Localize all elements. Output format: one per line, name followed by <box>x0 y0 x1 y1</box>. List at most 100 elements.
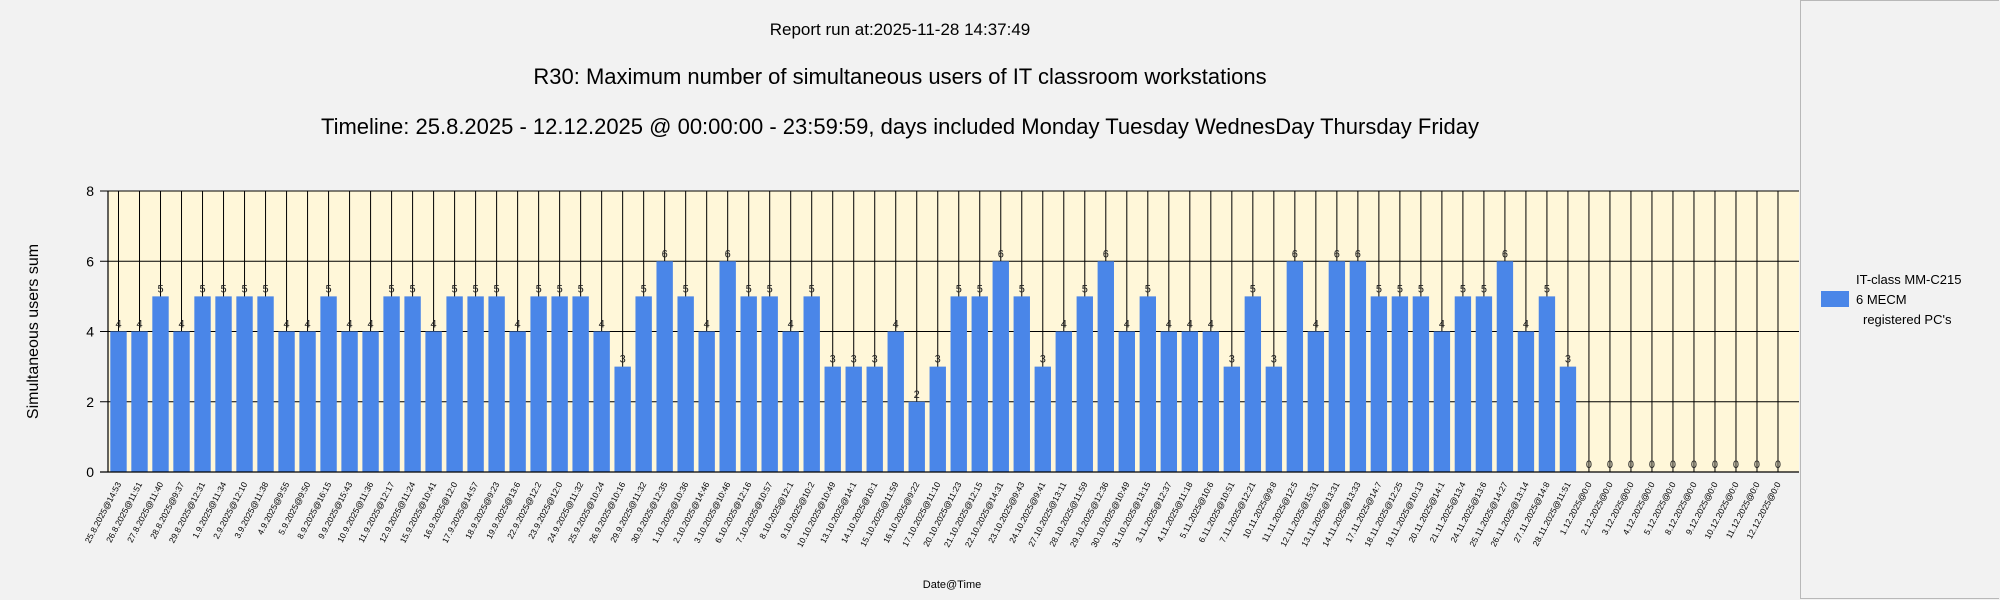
bar-value-label: 6 <box>1103 248 1109 260</box>
bar-value-label: 0 <box>1733 459 1739 471</box>
legend-label-line2: 6 MECM <box>1856 292 1907 307</box>
bar <box>257 296 274 472</box>
bar <box>572 296 589 472</box>
bar-value-label: 2 <box>914 389 920 401</box>
bar-value-label: 4 <box>893 319 899 331</box>
bar-value-label: 5 <box>809 283 815 295</box>
bar-value-label: 0 <box>1712 459 1718 471</box>
bar <box>824 366 841 472</box>
bar-value-label: 0 <box>1628 459 1634 471</box>
bar-value-label: 3 <box>872 354 878 366</box>
bar-value-label: 3 <box>851 354 857 366</box>
bar <box>1307 331 1325 472</box>
bar <box>1181 331 1199 472</box>
bar-value-label: 5 <box>1019 283 1025 295</box>
bar <box>719 261 736 472</box>
bar-value-label: 4 <box>1313 319 1319 331</box>
bar <box>467 296 484 472</box>
bar <box>1433 331 1451 472</box>
x-axis-title: Date@Time <box>923 579 981 591</box>
bar-value-label: 5 <box>557 283 563 295</box>
bar <box>740 296 757 472</box>
bar <box>1349 261 1367 472</box>
bar-value-label: 5 <box>1082 283 1088 295</box>
bar-value-label: 5 <box>157 283 163 295</box>
bar-value-label: 5 <box>199 283 205 295</box>
bar <box>1265 366 1283 472</box>
bar <box>1412 296 1430 472</box>
bar-value-label: 4 <box>1166 319 1172 331</box>
bar <box>656 261 673 472</box>
bar <box>1517 331 1535 472</box>
bar <box>362 331 379 472</box>
bar-value-label: 5 <box>1481 283 1487 295</box>
bar <box>425 331 442 472</box>
bar-value-label: 6 <box>1502 248 1508 260</box>
bar <box>635 296 652 472</box>
bar-value-label: 5 <box>956 283 962 295</box>
bar <box>509 331 526 472</box>
bar <box>194 296 211 472</box>
bar <box>341 331 358 472</box>
bar <box>1013 296 1030 472</box>
bar <box>320 296 337 472</box>
bar <box>1244 296 1262 472</box>
bar <box>698 331 715 472</box>
bar-value-label: 5 <box>1376 283 1382 295</box>
bar-value-label: 4 <box>788 319 794 331</box>
bar <box>1097 261 1114 472</box>
bar-value-label: 0 <box>1691 459 1697 471</box>
bar-value-label: 3 <box>1040 354 1046 366</box>
bar <box>1538 296 1556 472</box>
bar-value-label: 6 <box>1355 248 1361 260</box>
bar <box>1223 366 1241 472</box>
bar-value-label: 5 <box>1397 283 1403 295</box>
bar-value-label: 4 <box>1061 319 1067 331</box>
bar <box>1454 296 1472 472</box>
bar-value-label: 4 <box>347 319 353 331</box>
bar <box>1559 366 1577 472</box>
bar-value-label: 4 <box>283 319 289 331</box>
bar-value-label: 3 <box>935 354 941 366</box>
bar <box>173 331 190 472</box>
bar-value-label: 0 <box>1670 459 1676 471</box>
bar <box>1202 331 1220 472</box>
bar <box>488 296 505 472</box>
bar-value-label: 5 <box>1544 283 1550 295</box>
bar <box>404 296 421 472</box>
bar-value-label: 0 <box>1586 459 1592 471</box>
bar <box>614 366 631 472</box>
legend-label-line3: registered PC's <box>1863 312 1952 327</box>
bar-value-label: 0 <box>1775 459 1781 471</box>
bar <box>1475 296 1493 472</box>
bar <box>1076 296 1093 472</box>
bar <box>1055 331 1072 472</box>
bar <box>929 366 946 472</box>
bar-value-label: 5 <box>977 283 983 295</box>
bar-value-label: 6 <box>662 248 668 260</box>
bar-value-label: 4 <box>115 319 121 331</box>
y-tick-label: 8 <box>86 183 94 199</box>
bar-value-label: 5 <box>1460 283 1466 295</box>
bar <box>1391 296 1409 472</box>
bar <box>299 331 316 472</box>
bar <box>803 296 820 472</box>
bar-value-label: 4 <box>368 319 374 331</box>
bar <box>761 296 778 472</box>
bar <box>845 366 862 472</box>
bar <box>1034 366 1051 472</box>
bar <box>971 296 988 472</box>
bar-value-label: 5 <box>389 283 395 295</box>
bar-value-label: 4 <box>515 319 521 331</box>
bar-value-label: 6 <box>1292 248 1298 260</box>
bar <box>551 296 568 472</box>
bar-value-label: 4 <box>178 319 184 331</box>
bar <box>530 296 547 472</box>
bar <box>1286 261 1304 472</box>
bar-value-label: 5 <box>767 283 773 295</box>
bar-value-label: 4 <box>704 319 710 331</box>
report-run-timestamp: Report run at:2025-11-28 14:37:49 <box>769 20 1031 39</box>
bar <box>1496 261 1514 472</box>
bar-value-label: 6 <box>998 248 1004 260</box>
